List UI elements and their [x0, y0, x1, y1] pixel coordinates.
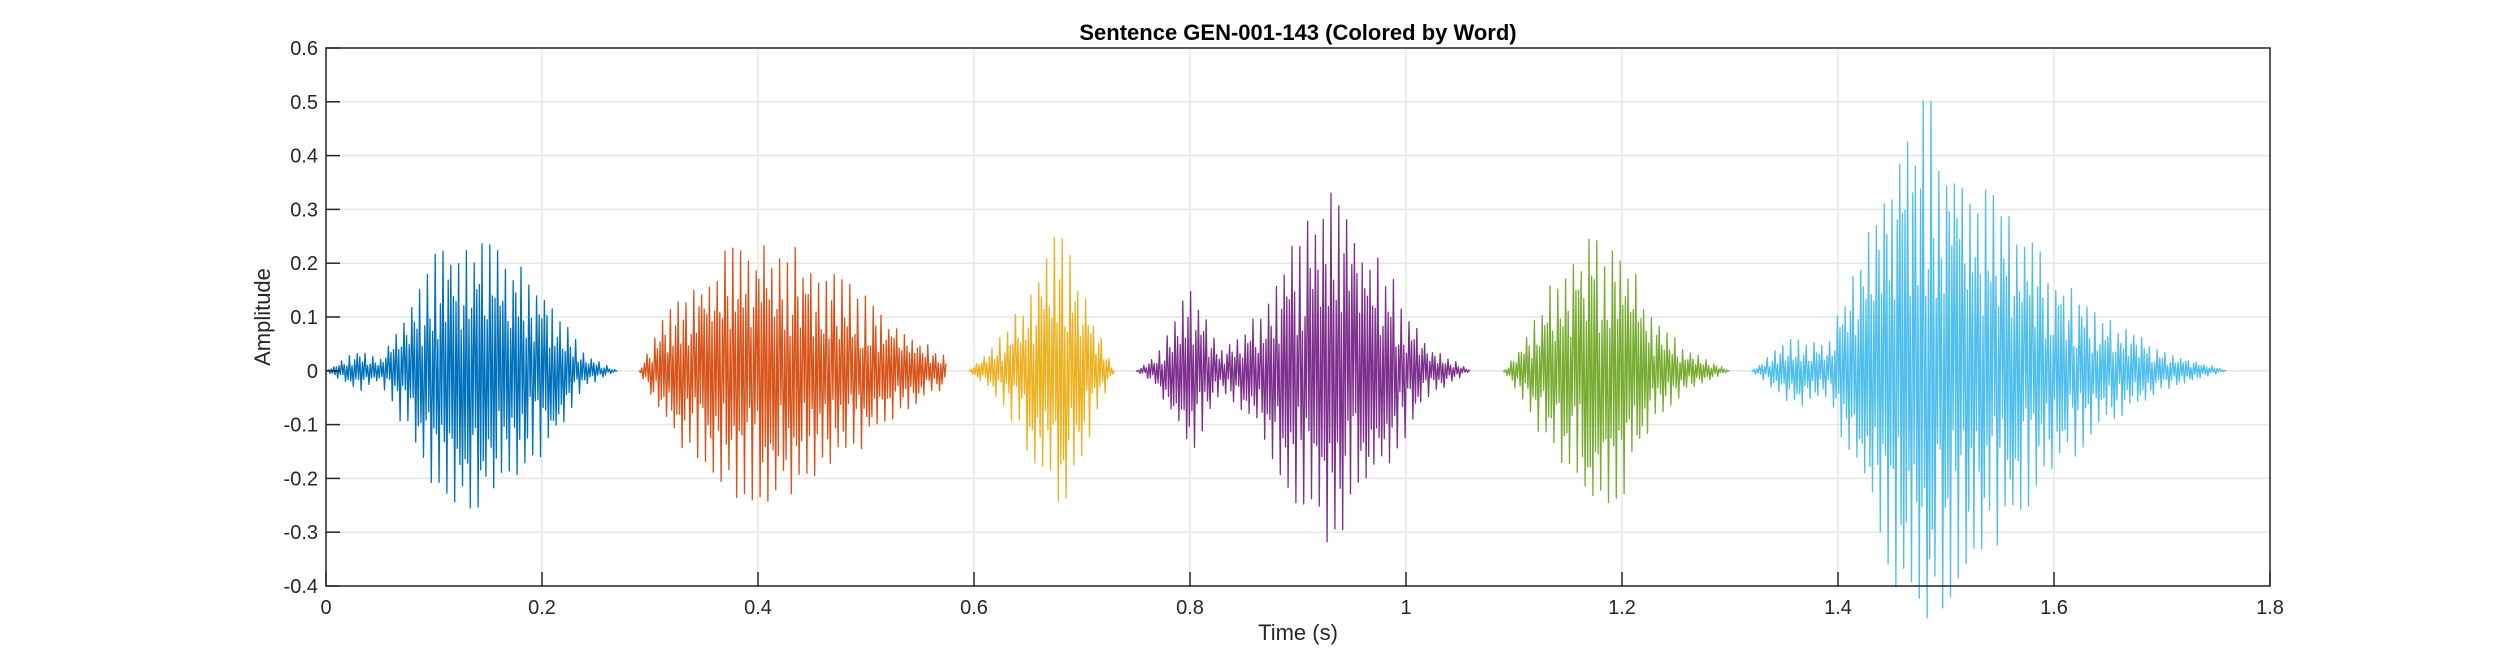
x-tick-label: 1.6 — [2040, 597, 2068, 619]
x-tick-label: 0.8 — [1176, 597, 1204, 619]
waveform-line — [1751, 100, 2227, 619]
word-waveform — [1502, 238, 1730, 504]
chart-title: Sentence GEN-001-143 (Colored by Word) — [1079, 20, 1516, 45]
x-tick-label: 1.2 — [1608, 597, 1636, 619]
word-waveform — [325, 243, 618, 509]
x-tick-label: 0.6 — [960, 597, 988, 619]
y-tick-label: 0 — [307, 361, 318, 383]
y-tick-label: -0.4 — [284, 576, 318, 598]
y-tick-label: -0.1 — [284, 415, 318, 437]
word-waveform — [1751, 100, 2227, 619]
y-tick-label: -0.3 — [284, 522, 318, 544]
waveform-line — [1502, 238, 1730, 504]
y-tick-label: 0.6 — [290, 38, 318, 60]
x-tick-label: 0 — [320, 597, 331, 619]
x-tick-label: 0.2 — [528, 597, 556, 619]
y-tick-label: 0.2 — [290, 253, 318, 275]
waveform-series — [325, 100, 2227, 619]
waveform-line — [1135, 192, 1471, 543]
y-tick-label: 0.4 — [290, 146, 318, 168]
waveform-line — [325, 243, 618, 509]
x-tick-label: 1.8 — [2256, 597, 2284, 619]
waveform-line — [968, 236, 1115, 503]
y-tick-label: 0.1 — [290, 307, 318, 329]
x-tick-label: 1.4 — [1824, 597, 1852, 619]
word-waveform — [638, 245, 947, 502]
y-tick-label: 0.5 — [290, 92, 318, 114]
x-tick-label: 0.4 — [744, 597, 772, 619]
word-waveform — [968, 236, 1115, 503]
word-waveform — [1135, 192, 1471, 543]
x-tick-label: 1 — [1400, 597, 1411, 619]
y-tick-label: 0.3 — [290, 199, 318, 221]
axis-ticks: 0 0.2 0.4 0.6 0.8 1 1.2 1.4 1.6 1.8 -0.4 -0.3 -0.2 -0… — [284, 38, 2284, 619]
x-axis-label: Time (s) — [1258, 620, 1338, 645]
waveform-line — [638, 245, 947, 502]
y-axis-label: Amplitude — [250, 268, 275, 366]
y-tick-label: -0.2 — [284, 468, 318, 490]
